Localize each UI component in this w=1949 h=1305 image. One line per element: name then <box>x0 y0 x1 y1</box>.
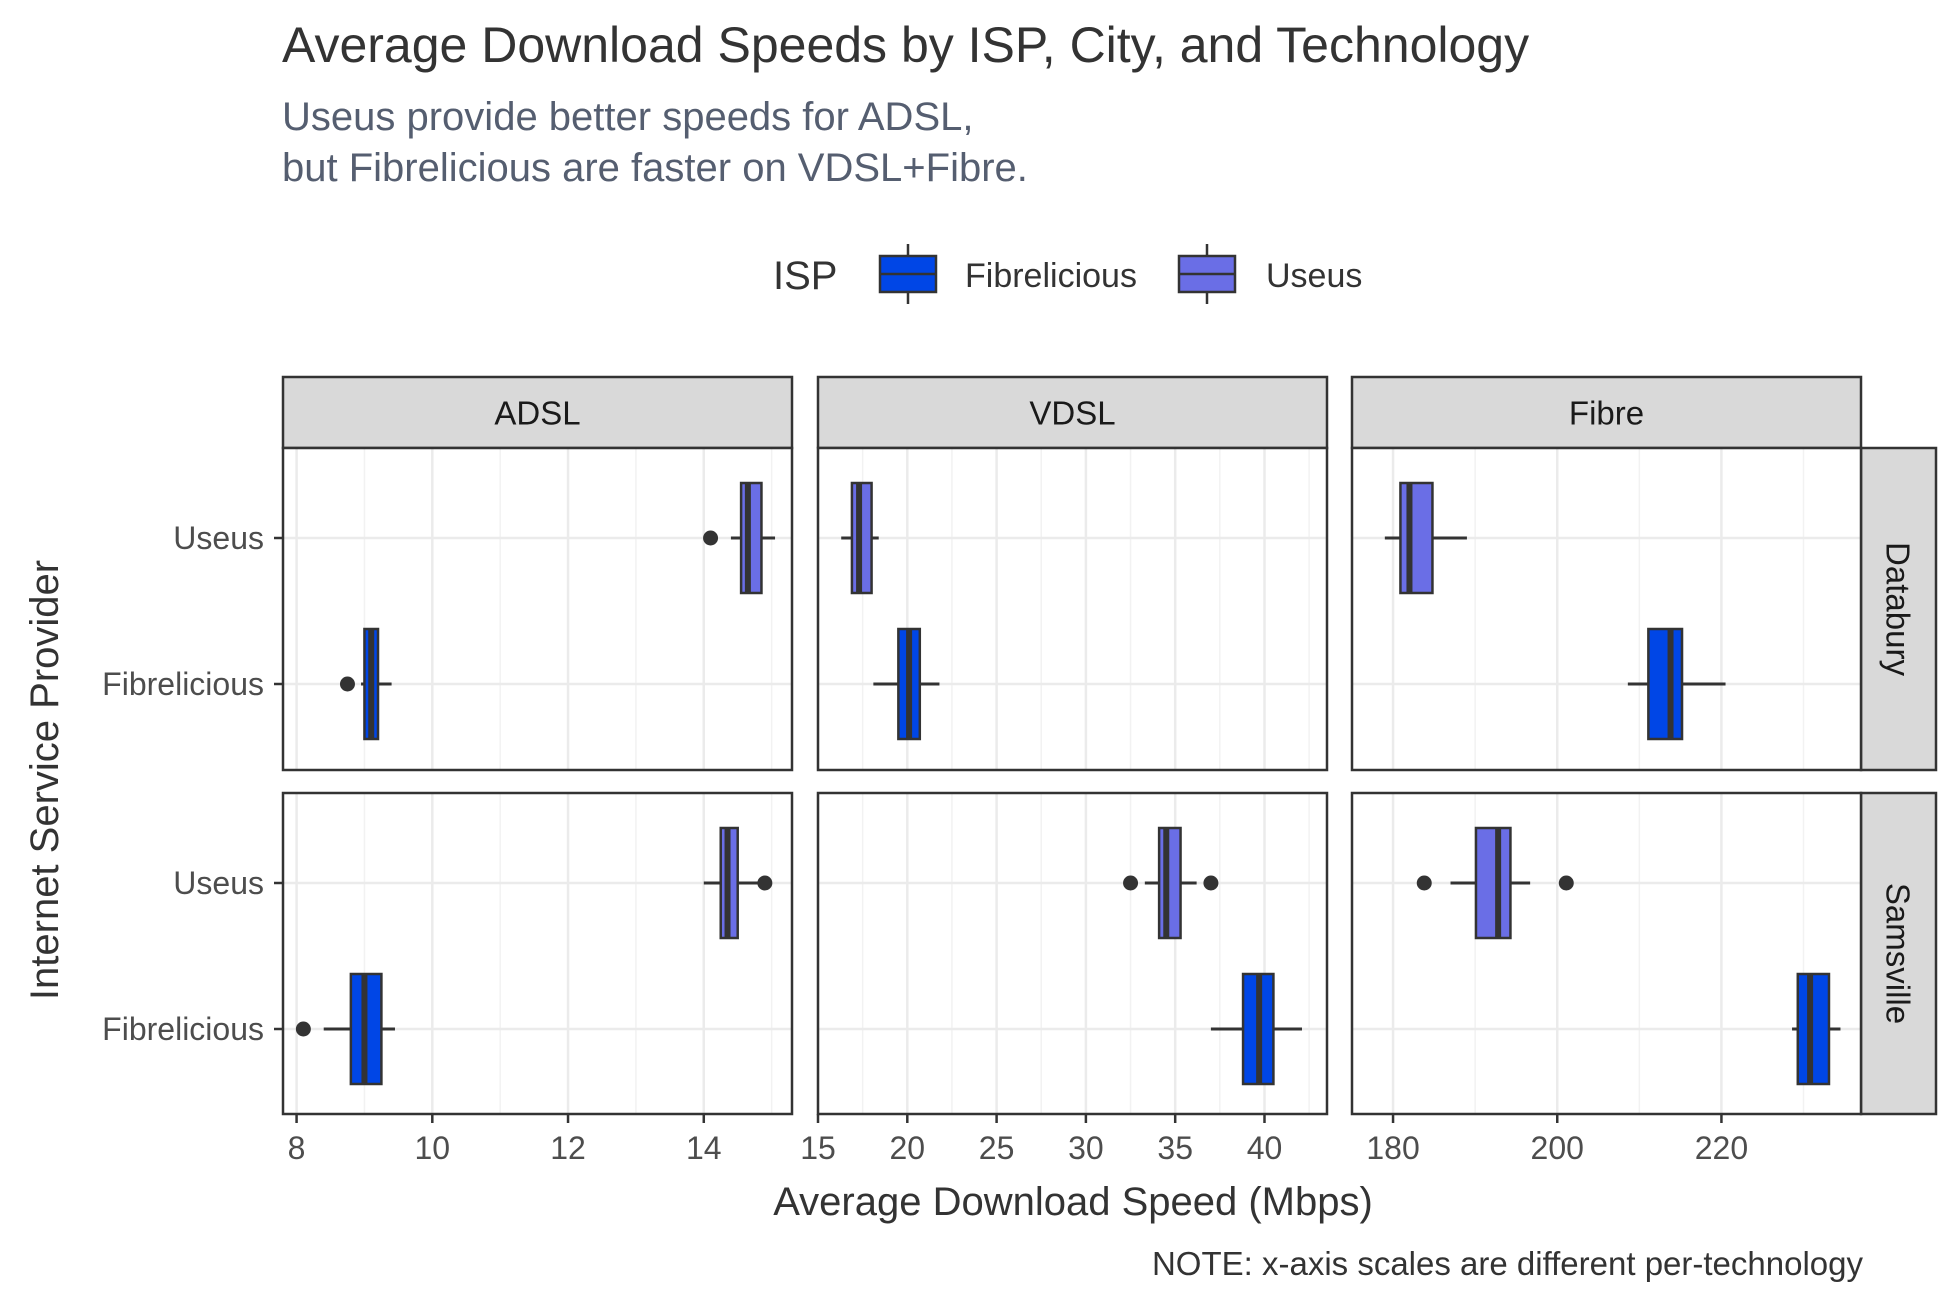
legend: Fibrelicious Useus <box>878 244 1362 304</box>
box-fibrelicious <box>1792 972 1841 1086</box>
strip-label-vdsl: VDSL <box>1029 395 1115 432</box>
box-useus <box>703 826 773 940</box>
x-tick-label: 10 <box>415 1130 451 1166</box>
strip-label-samsville: Samsville <box>1880 883 1917 1024</box>
outlier-point <box>1203 875 1219 891</box>
strip-fibre <box>1350 375 1863 450</box>
y-tick-label-useus: Useus <box>173 865 264 901</box>
panels: ADSL VDSL Fibre Databury Samsville Useus Fibre… <box>102 375 1938 1166</box>
x-tick-label: 25 <box>979 1130 1015 1166</box>
strip-adsl <box>281 375 794 450</box>
outlier-point <box>757 875 773 891</box>
strip-databury <box>1859 446 1938 772</box>
panel-border <box>1350 791 1863 1116</box>
strip-vdsl <box>816 375 1329 450</box>
y-tick-label-fibrelicious: Fibrelicious <box>102 1011 264 1047</box>
box-fibrelicious <box>873 627 940 741</box>
box-iqr <box>1157 826 1182 940</box>
outlier-point <box>295 1021 311 1037</box>
panel-border <box>281 446 794 772</box>
chart-subtitle-line-2: but Fibrelicious are faster on VDSL+Fibr… <box>282 146 1028 190</box>
box-fibrelicious <box>339 627 392 741</box>
outlier-point <box>1558 875 1574 891</box>
chart-title: Average Download Speeds by ISP, City, an… <box>282 17 1529 73</box>
outlier-point <box>703 530 719 546</box>
x-tick-label: 220 <box>1695 1130 1748 1166</box>
panel-border <box>281 791 794 1116</box>
outlier-point <box>339 676 355 692</box>
legend-item-useus: Useus <box>1177 244 1362 304</box>
outlier-point <box>1416 875 1432 891</box>
x-tick-label: 200 <box>1531 1130 1584 1166</box>
x-tick-label: 30 <box>1068 1130 1104 1166</box>
legend-title: ISP <box>773 254 837 298</box>
x-tick-label: 20 <box>890 1130 926 1166</box>
y-axis-label: Internet Service Provider <box>23 560 67 1000</box>
panel-border <box>1350 446 1863 772</box>
panel-fibre-samsville: 180 200 220 <box>1350 791 1863 1166</box>
box-fibrelicious <box>1210 972 1302 1086</box>
strip-label-fibre: Fibre <box>1569 395 1644 432</box>
box-useus <box>1384 481 1467 595</box>
strip-label-adsl: ADSL <box>494 395 580 432</box>
x-tick-label: 14 <box>686 1130 722 1166</box>
x-tick-label: 15 <box>800 1130 836 1166</box>
box-iqr <box>1399 481 1434 595</box>
panel-background <box>1352 793 1861 1114</box>
y-tick-label-fibrelicious: Fibrelicious <box>102 666 264 702</box>
strip-label-databury: Databury <box>1880 542 1917 676</box>
panel-vdsl-databury <box>816 446 1329 772</box>
x-tick-label: 180 <box>1366 1130 1419 1166</box>
chart-caption: NOTE: x-axis scales are different per-te… <box>1152 1245 1864 1282</box>
panel-fibre-databury <box>1350 446 1863 772</box>
panel-border <box>816 791 1329 1116</box>
x-tick-label: 12 <box>550 1130 586 1166</box>
panel-adsl-databury: Useus Fibrelicious <box>102 446 794 772</box>
box-iqr <box>1474 826 1512 940</box>
strip-samsville <box>1859 791 1938 1116</box>
legend-item-fibrelicious: Fibrelicious <box>878 244 1137 304</box>
box-iqr <box>1647 627 1684 741</box>
outlier-point <box>1123 875 1139 891</box>
panel-background <box>818 448 1327 770</box>
x-tick-label: 8 <box>288 1130 306 1166</box>
box-fibrelicious <box>1627 627 1726 741</box>
panel-adsl-samsville: Useus Fibrelicious 8 10 12 14 <box>102 791 794 1166</box>
box-iqr <box>1796 972 1831 1086</box>
box-useus <box>1123 826 1219 940</box>
panel-background <box>283 448 792 770</box>
legend-label-useus: Useus <box>1266 257 1362 295</box>
box-useus <box>1416 826 1574 940</box>
box-useus <box>703 481 776 595</box>
panel-vdsl-samsville: 15 20 25 30 35 40 <box>800 791 1329 1166</box>
chart-subtitle-line-1: Useus provide better speeds for ADSL, <box>282 95 973 139</box>
box-useus <box>841 481 879 595</box>
box-iqr <box>739 481 763 595</box>
x-tick-label: 40 <box>1247 1130 1283 1166</box>
y-tick-label-useus: Useus <box>173 520 264 556</box>
panel-border <box>816 446 1329 772</box>
legend-label-fibrelicious: Fibrelicious <box>965 257 1137 295</box>
box-fibrelicious <box>295 972 395 1086</box>
x-tick-label: 35 <box>1157 1130 1193 1166</box>
panel-background <box>1352 448 1861 770</box>
x-axis-label: Average Download Speed (Mbps) <box>773 1180 1373 1224</box>
